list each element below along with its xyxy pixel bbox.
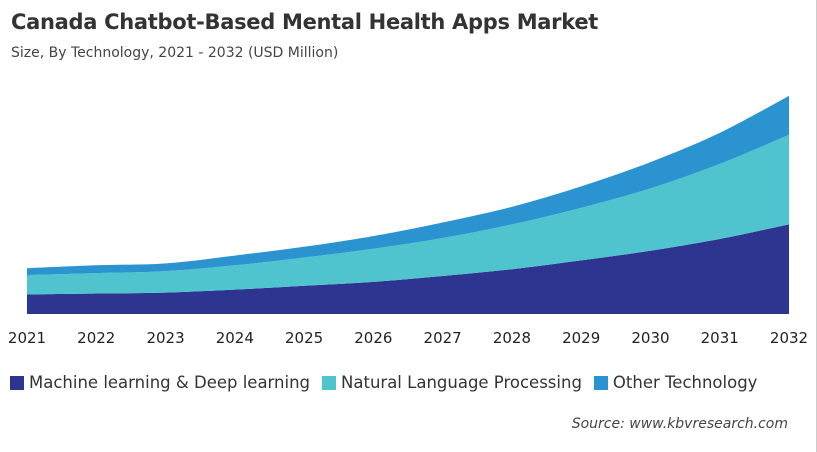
x-tick-label: 2028 (493, 329, 531, 347)
chart-title: Canada Chatbot-Based Mental Health Apps … (11, 10, 598, 34)
legend-item: Natural Language Processing (322, 373, 582, 392)
legend-item: Other Technology (593, 373, 758, 392)
legend: Machine learning & Deep learning Natural … (10, 373, 757, 392)
x-tick-label: 2031 (701, 329, 739, 347)
x-tick-label: 2025 (285, 329, 323, 347)
x-tick-label: 2027 (424, 329, 462, 347)
x-tick-label: 2022 (77, 329, 115, 347)
chart-subtitle: Size, By Technology, 2021 - 2032 (USD Mi… (11, 45, 339, 61)
x-tick-label: 2026 (354, 329, 392, 347)
legend-label: Machine learning & Deep learning (29, 373, 311, 392)
legend-swatch (593, 375, 608, 390)
legend-label: Natural Language Processing (341, 373, 582, 392)
legend-swatch (10, 375, 24, 390)
area-series-0 (27, 224, 789, 314)
legend-item: Machine learning & Deep learning (10, 373, 310, 392)
x-tick-label: 2032 (770, 329, 808, 347)
x-tick-label: 2030 (631, 329, 669, 347)
area-series-1 (27, 134, 789, 295)
x-tick-label: 2024 (216, 329, 254, 347)
source-note: Source: www.kbvresearch.com (571, 416, 788, 432)
x-tick-label: 2023 (146, 329, 184, 347)
x-tick-label: 2029 (562, 329, 600, 347)
area-series-2 (27, 95, 789, 276)
x-tick-label: 2021 (8, 329, 46, 347)
legend-swatch (322, 375, 337, 390)
legend-label: Other Technology (612, 373, 758, 392)
